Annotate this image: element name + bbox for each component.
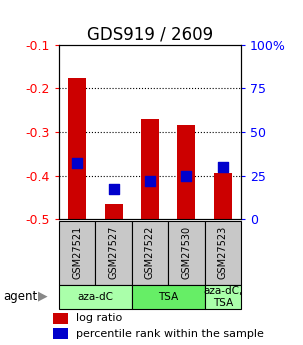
Bar — [59, 221, 95, 285]
Point — [111, 187, 116, 192]
Point — [184, 173, 189, 178]
Bar — [168, 221, 205, 285]
Bar — [53, 328, 68, 339]
Bar — [53, 313, 68, 324]
Point — [220, 164, 225, 170]
Bar — [95, 221, 132, 285]
Title: GDS919 / 2609: GDS919 / 2609 — [87, 25, 213, 43]
Bar — [177, 126, 195, 219]
Text: aza-dC: aza-dC — [78, 292, 113, 302]
Text: agent: agent — [3, 289, 37, 303]
Point — [148, 178, 152, 184]
Bar — [68, 78, 86, 219]
Text: ▶: ▶ — [38, 289, 48, 303]
Text: GSM27522: GSM27522 — [145, 226, 155, 279]
Text: GSM27527: GSM27527 — [108, 226, 119, 279]
Bar — [214, 173, 232, 219]
Text: percentile rank within the sample: percentile rank within the sample — [76, 329, 264, 339]
Bar — [205, 285, 241, 309]
Bar — [141, 119, 159, 219]
Text: TSA: TSA — [158, 292, 178, 302]
Point — [75, 160, 80, 166]
Bar — [132, 221, 168, 285]
Text: GSM27523: GSM27523 — [218, 226, 228, 279]
Bar — [205, 221, 241, 285]
Bar — [132, 285, 205, 309]
Text: aza-dC,
TSA: aza-dC, TSA — [203, 286, 242, 307]
Text: log ratio: log ratio — [76, 313, 122, 323]
Text: GSM27530: GSM27530 — [181, 226, 191, 279]
Bar — [105, 204, 123, 219]
Text: GSM27521: GSM27521 — [72, 226, 82, 279]
Bar — [59, 285, 132, 309]
